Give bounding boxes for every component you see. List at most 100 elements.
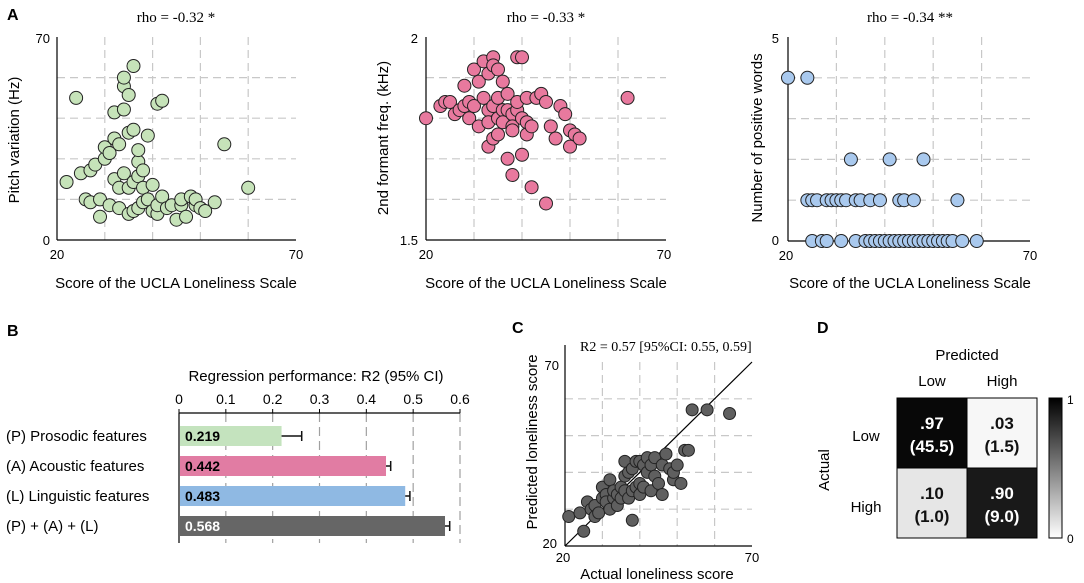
scatter-point (843, 152, 858, 167)
panel-c-prediction-scatter: R2 = 0.57 [95%CI: 0.55, 0.59] 70 20 20 7… (524, 340, 759, 583)
x-tick-label: 0.4 (357, 391, 377, 407)
panel-a2-formant-chart: rho = -0.33 * 2 1.5 20 70 Score of the U… (375, 10, 671, 292)
y-axis-label: Predicted loneliness score (524, 354, 541, 529)
scatter-point (136, 163, 151, 178)
bar-value-label: 0.219 (185, 428, 220, 444)
scatter-point (906, 193, 921, 208)
y-tick-label: 5 (772, 31, 779, 46)
x-axis-label: Score of the UCLA Loneliness Scale (425, 275, 667, 292)
scatter-point (467, 99, 481, 114)
cell-count: (1.5) (985, 437, 1020, 456)
scatter-point (539, 94, 553, 109)
scatter-point (102, 146, 117, 160)
y-tick-label: 0 (772, 233, 779, 248)
category-label: (A) Acoustic features (6, 458, 144, 475)
chart-title: rho = -0.34 ** (867, 10, 953, 26)
cell-count: (1.0) (915, 507, 950, 526)
x-tick-label: 20 (50, 247, 64, 262)
scatter-point (592, 506, 606, 520)
scatter-point (121, 88, 136, 102)
scatter-point (834, 234, 849, 248)
bar (180, 456, 387, 476)
x-tick-label: 0 (175, 391, 183, 407)
scatter-point (603, 473, 617, 487)
scatter-point (524, 119, 539, 134)
scatter-point (69, 90, 84, 105)
col-label-high: High (987, 373, 1018, 390)
scatter-point (723, 407, 737, 421)
row-label-low: Low (852, 428, 880, 445)
scatter-point (491, 127, 505, 142)
bar (180, 516, 446, 536)
scatter-point (500, 151, 515, 166)
chart-title: rho = -0.32 * (137, 10, 215, 26)
x-axis-label: Score of the UCLA Loneliness Scale (55, 275, 297, 292)
scatter-point (655, 487, 669, 501)
scatter-point (681, 443, 695, 457)
scatter-point (572, 131, 587, 146)
scatter-point (217, 137, 232, 152)
scatter-point (467, 62, 481, 77)
scatter-point (819, 234, 834, 248)
scatter-point (670, 458, 684, 472)
scatter-point (524, 180, 539, 195)
scatter-point (59, 175, 74, 189)
panel-label-c: C (512, 320, 524, 337)
panel-d-confusion-matrix: Predicted Low High Low High Actual .97 (4… (816, 347, 1074, 546)
bar (180, 426, 282, 446)
chart-title: Regression performance: R2 (95% CI) (188, 368, 443, 385)
x-tick-label: 20 (779, 248, 793, 263)
r2-annotation: R2 = 0.57 [95%CI: 0.55, 0.59] (580, 340, 752, 355)
y-tick-label: 20 (543, 536, 557, 551)
scatter-point (500, 86, 515, 101)
category-label: (P) Prosodic features (6, 428, 147, 445)
bar-value-label: 0.442 (185, 458, 220, 474)
scatter-point (685, 403, 699, 417)
colorbar (1048, 397, 1063, 539)
scatter-point (471, 74, 486, 89)
matrix-cell (966, 397, 1038, 469)
scatter-point (625, 513, 639, 527)
cell-proportion: .90 (990, 484, 1014, 503)
scatter-point (620, 90, 635, 105)
scatter-point (241, 180, 256, 195)
category-label: (L) Linguistic features (6, 488, 149, 505)
scatter-point (969, 234, 984, 248)
panel-label-b: B (7, 323, 19, 340)
panel-a3-positive-words-chart: rho = -0.34 ** 5 0 20 70 Score of the UC… (749, 10, 1037, 292)
y-tick-label: 70 (545, 358, 559, 373)
x-tick-label: 0.1 (216, 391, 236, 407)
x-tick-label: 0.2 (263, 391, 283, 407)
x-tick-label: 70 (657, 247, 671, 262)
scatter-point (515, 147, 529, 162)
scatter-point (491, 62, 505, 77)
cell-count: (9.0) (985, 507, 1020, 526)
chart-title: rho = -0.33 * (507, 10, 585, 26)
scatter-point (476, 90, 491, 105)
y-tick-label: 70 (36, 31, 50, 46)
x-tick-label: 70 (1023, 248, 1037, 263)
matrix-cell (896, 467, 968, 539)
scatter-point (131, 143, 146, 158)
cell-proportion: .97 (920, 414, 944, 433)
x-tick-label: 0.3 (310, 391, 330, 407)
scatter-point (573, 506, 587, 520)
panel-b-regression-bar-chart: Regression performance: R2 (95% CI) 0 0.1… (6, 368, 470, 543)
x-tick-label: 70 (289, 247, 303, 262)
scatter-point (116, 166, 131, 181)
x-axis-label: Actual loneliness score (580, 566, 733, 583)
scatter-point (674, 476, 688, 490)
scatter-point (543, 119, 558, 134)
x-axis-label: Score of the UCLA Loneliness Scale (789, 275, 1031, 292)
scatter-point (539, 196, 553, 211)
scatter-point (950, 193, 965, 208)
matrix-cell (966, 467, 1038, 539)
y-tick-label: 0 (43, 233, 50, 248)
scatter-point (495, 74, 510, 89)
scatter-point (800, 70, 815, 85)
scatter-point (116, 70, 131, 85)
scatter-point (112, 137, 127, 152)
scatter-point (93, 209, 108, 224)
scatter-point (207, 195, 222, 210)
scatter-point (558, 107, 573, 122)
